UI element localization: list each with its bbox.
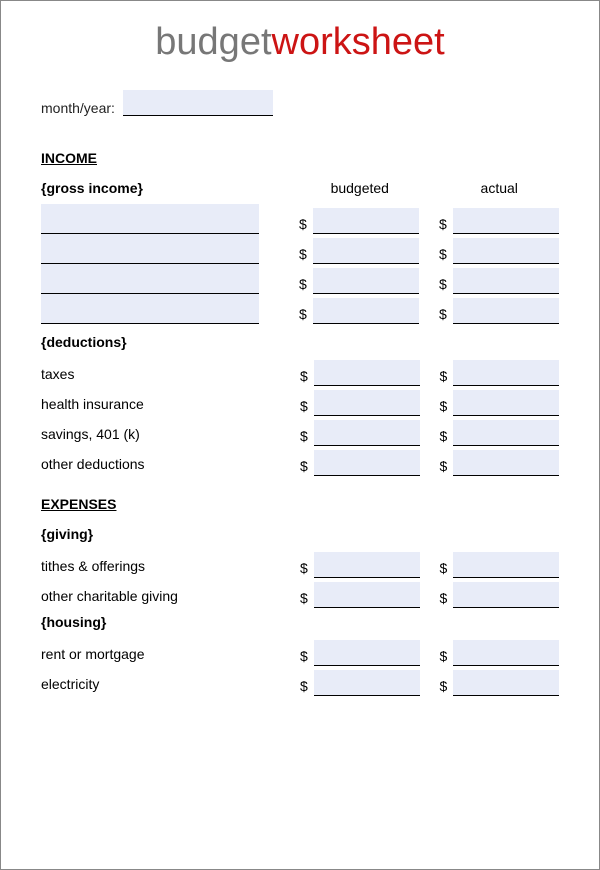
row-label: savings, 401 (k) (41, 426, 280, 446)
dollar-icon: $ (300, 678, 314, 696)
gross-row: $ $ (259, 294, 559, 324)
housing-label: {housing} (41, 614, 559, 630)
giving-row: tithes & offerings $ $ (41, 548, 559, 578)
actual-input[interactable] (453, 360, 559, 386)
dollar-icon: $ (299, 216, 313, 234)
budgeted-input[interactable] (314, 640, 420, 666)
giving-row: other charitable giving $ $ (41, 578, 559, 608)
budgeted-input[interactable] (314, 582, 420, 608)
col-actual: actual (439, 180, 559, 196)
dollar-icon: $ (439, 560, 453, 578)
budgeted-input[interactable] (313, 238, 419, 264)
giving-label: {giving} (41, 526, 559, 542)
deductions-label: {deductions} (41, 334, 559, 350)
gross-row: $ $ (259, 264, 559, 294)
page-title: budgetworksheet (41, 21, 559, 64)
dollar-icon: $ (439, 398, 453, 416)
gross-row: $ $ (259, 234, 559, 264)
deduction-row: health insurance $ $ (41, 386, 559, 416)
budgeted-input[interactable] (314, 420, 420, 446)
row-label: rent or mortgage (41, 646, 280, 666)
dollar-icon: $ (300, 398, 314, 416)
housing-row: electricity $ $ (41, 666, 559, 696)
dollar-icon: $ (439, 216, 453, 234)
dollar-icon: $ (300, 590, 314, 608)
dollar-icon: $ (300, 648, 314, 666)
dollar-icon: $ (300, 560, 314, 578)
section-expenses-heading: EXPENSES (41, 496, 559, 512)
dollar-icon: $ (439, 428, 453, 446)
gross-row: $ $ (259, 204, 559, 234)
deduction-row: taxes $ $ (41, 356, 559, 386)
deduction-row: savings, 401 (k) $ $ (41, 416, 559, 446)
budgeted-input[interactable] (313, 208, 419, 234)
actual-input[interactable] (453, 640, 559, 666)
row-label: tithes & offerings (41, 558, 280, 578)
row-label: other deductions (41, 456, 280, 476)
month-year-input[interactable] (123, 90, 273, 116)
dollar-icon: $ (299, 246, 313, 264)
row-label: other charitable giving (41, 588, 280, 608)
gross-income-lines[interactable] (41, 204, 259, 324)
actual-input[interactable] (453, 450, 559, 476)
row-label: health insurance (41, 396, 280, 416)
dollar-icon: $ (299, 306, 313, 324)
actual-input[interactable] (453, 390, 559, 416)
dollar-icon: $ (300, 428, 314, 446)
actual-input[interactable] (453, 582, 559, 608)
dollar-icon: $ (439, 276, 453, 294)
deduction-row: other deductions $ $ (41, 446, 559, 476)
col-budgeted: budgeted (300, 180, 420, 196)
budgeted-input[interactable] (314, 390, 420, 416)
row-label: electricity (41, 676, 280, 696)
dollar-icon: $ (300, 368, 314, 386)
dollar-icon: $ (439, 246, 453, 264)
title-part1: budget (155, 21, 271, 63)
actual-input[interactable] (453, 552, 559, 578)
housing-row: rent or mortgage $ $ (41, 636, 559, 666)
title-part2: worksheet (272, 21, 445, 63)
month-year-row: month/year: (41, 90, 559, 116)
budgeted-input[interactable] (314, 450, 420, 476)
dollar-icon: $ (300, 458, 314, 476)
gross-income-block: $ $ $ $ $ $ $ $ (41, 204, 559, 324)
budgeted-input[interactable] (314, 670, 420, 696)
actual-input[interactable] (453, 238, 559, 264)
dollar-icon: $ (299, 276, 313, 294)
actual-input[interactable] (453, 298, 559, 324)
section-income-heading: INCOME (41, 150, 559, 166)
budgeted-input[interactable] (313, 298, 419, 324)
row-label: taxes (41, 366, 280, 386)
gross-income-label: {gross income} (41, 180, 280, 196)
dollar-icon: $ (439, 590, 453, 608)
month-year-label: month/year: (41, 100, 115, 116)
actual-input[interactable] (453, 420, 559, 446)
worksheet-page: budgetworksheet month/year: INCOME {gros… (0, 0, 600, 870)
dollar-icon: $ (439, 648, 453, 666)
actual-input[interactable] (453, 208, 559, 234)
dollar-icon: $ (439, 678, 453, 696)
actual-input[interactable] (453, 670, 559, 696)
budgeted-input[interactable] (313, 268, 419, 294)
dollar-icon: $ (439, 306, 453, 324)
budgeted-input[interactable] (314, 360, 420, 386)
budgeted-input[interactable] (314, 552, 420, 578)
dollar-icon: $ (439, 458, 453, 476)
dollar-icon: $ (439, 368, 453, 386)
actual-input[interactable] (453, 268, 559, 294)
columns-header: {gross income} budgeted actual (41, 180, 559, 196)
